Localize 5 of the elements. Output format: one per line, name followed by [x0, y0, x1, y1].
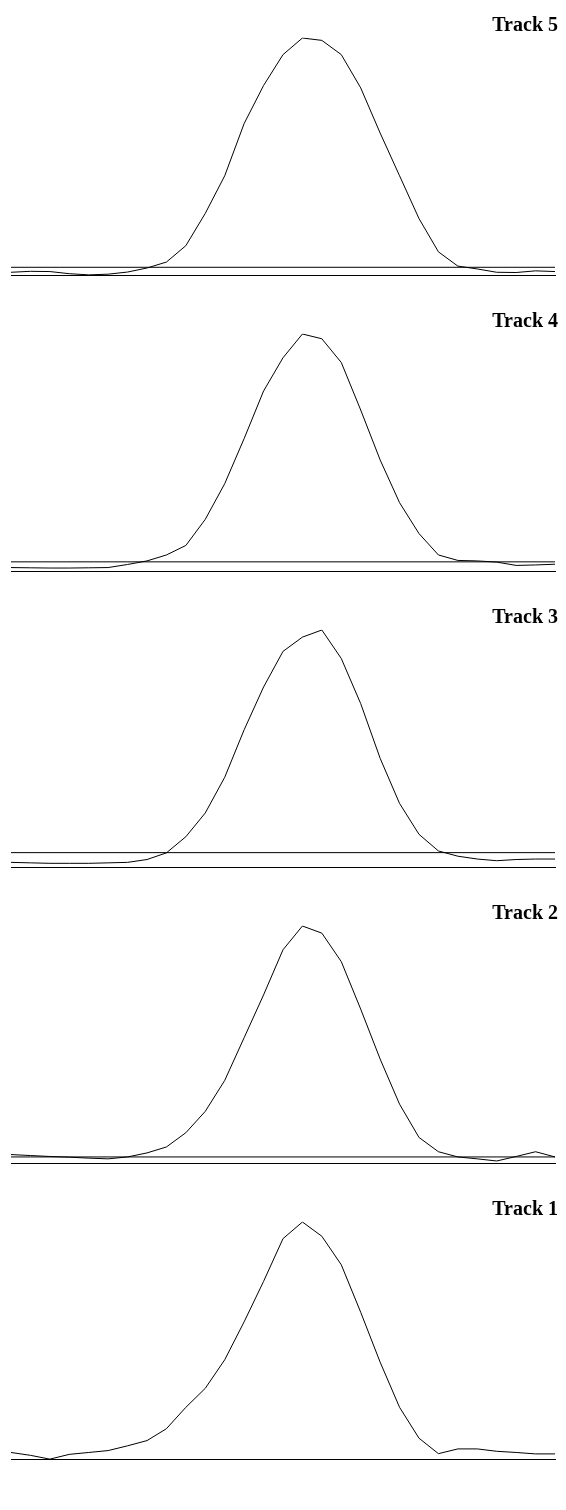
chart-title: Track 3	[492, 605, 558, 628]
chart-title: Track 2	[492, 901, 558, 924]
chart-title: Track 1	[492, 1197, 558, 1220]
chart-title: Track 4	[492, 309, 558, 332]
chart-title: Track 5	[492, 13, 558, 36]
